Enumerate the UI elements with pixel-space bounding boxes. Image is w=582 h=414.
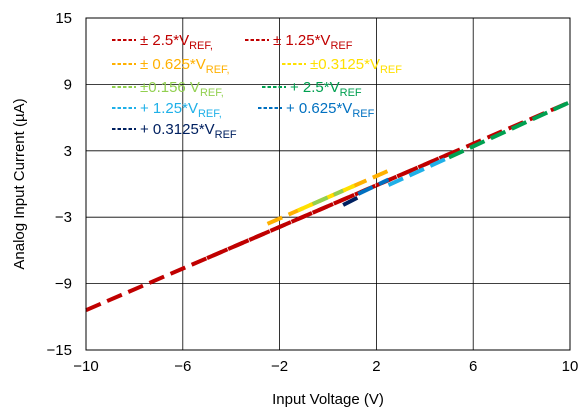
legend-item: + 0.3125*VREF [112,121,237,141]
legend-item: ± 0.625*VREF, [112,56,230,76]
plot-frame [85,17,571,351]
x-tick-label: 2 [372,358,380,375]
x-tick-label: −6 [174,358,191,375]
legend-item: + 1.25*VREF, [112,100,222,120]
series-line-8 [342,195,360,207]
legend-item: ±0.3125*VREF [282,56,402,76]
series-line-1 [206,152,450,260]
y-tick-label: −3 [55,209,72,226]
legend-label: ± 2.5*VREF, [140,32,213,52]
x-tick-label: 6 [469,358,477,375]
legend-label: + 0.625*VREF [286,100,375,120]
legend-item: + 0.625*VREF [258,100,375,120]
x-tick-label: −10 [73,358,98,375]
series-line-4 [312,188,344,206]
legend-label: ± 1.25*VREF [273,32,353,52]
legend-label: ±0.3125*VREF [310,56,402,76]
series-line-0 [85,100,571,312]
y-tick-label: −9 [55,276,72,293]
legend-label: + 2.5*VREF [290,79,362,99]
y-tick-label: 3 [64,143,72,160]
x-axis-label: Input Voltage (V) [272,391,384,408]
legend-item: ± 1.25*VREF [245,32,353,52]
y-tick-label: 15 [55,10,72,27]
series-line-3 [296,182,360,213]
series-lines [85,100,571,312]
y-tick-label: 9 [64,76,72,93]
legend-label: + 0.3125*VREF [140,121,237,141]
legend-item: + 2.5*VREF [262,79,362,99]
legend-label: ±0.156 VREF, [140,79,224,99]
legend-label: + 1.25*VREF, [140,100,222,120]
y-tick-label: −15 [47,342,72,359]
y-axis-label: Analog Input Current (µA) [11,98,28,269]
legend-item: ±0.156 VREF, [112,79,224,99]
legend: ± 2.5*VREF, ± 1.25*VREF ± 0.625*VREF, ±0.31… [112,32,402,141]
series-line-6 [387,155,450,187]
tick-labels: −10 −6 −2 2 6 10 15 9 3 −3 −9 −15 [47,10,579,375]
series-line-7 [357,177,390,196]
x-tick-label: 10 [562,358,579,375]
x-tick-label: −2 [271,358,288,375]
legend-item: ± 2.5*VREF, [112,32,213,52]
legend-label: ± 0.625*VREF, [140,56,230,76]
